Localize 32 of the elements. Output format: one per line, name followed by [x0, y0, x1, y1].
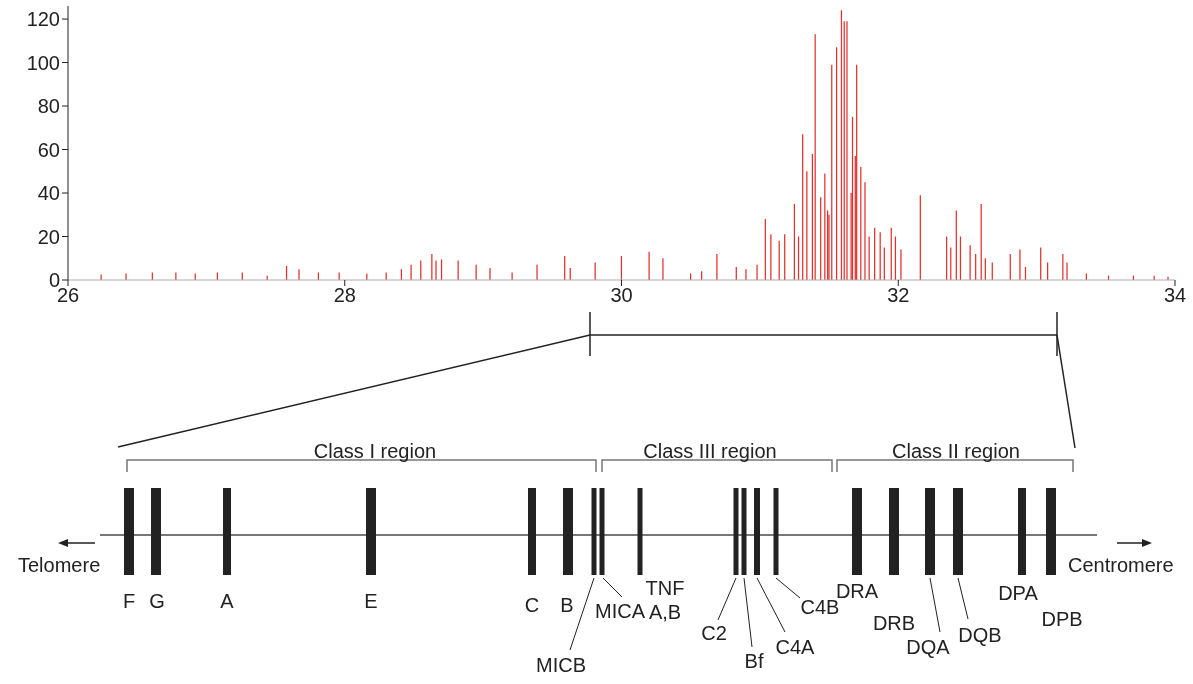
text: DQB: [958, 624, 1002, 646]
text: DPB: [1041, 608, 1083, 630]
x-tick-label: 32: [887, 284, 910, 307]
text: C2: [701, 622, 727, 644]
text: Class III region: [643, 440, 777, 462]
text: Class II region: [892, 440, 1020, 462]
text: Bf: [744, 650, 764, 672]
text: G: [149, 590, 165, 612]
text: E: [364, 590, 378, 612]
text: DRB: [872, 612, 916, 634]
text: MICB: [536, 654, 586, 676]
text: DQA: [906, 636, 951, 658]
text: A: [220, 590, 235, 612]
x-tick-label: 34: [1163, 284, 1187, 307]
y-tick-label: 20: [37, 225, 60, 248]
text: C: [524, 594, 540, 616]
text: MICA: [595, 600, 646, 622]
y-tick-label: 120: [26, 8, 60, 31]
text: F: [122, 590, 136, 612]
text: DPA: [998, 582, 1039, 604]
text: Centromere: [1068, 554, 1174, 576]
y-tick-label: 60: [37, 138, 60, 161]
y-tick-label: 80: [37, 95, 60, 118]
text: Class I region: [313, 440, 437, 462]
text: C4A: [775, 636, 816, 658]
text: B: [560, 594, 574, 616]
y-tick-label: 40: [37, 182, 60, 205]
x-tick-label: 30: [610, 284, 633, 307]
text: TNF A,B: [645, 577, 685, 623]
x-tick-label: 28: [333, 284, 356, 307]
y-tick-label: 100: [26, 51, 60, 74]
text: Telomere: [18, 554, 101, 576]
